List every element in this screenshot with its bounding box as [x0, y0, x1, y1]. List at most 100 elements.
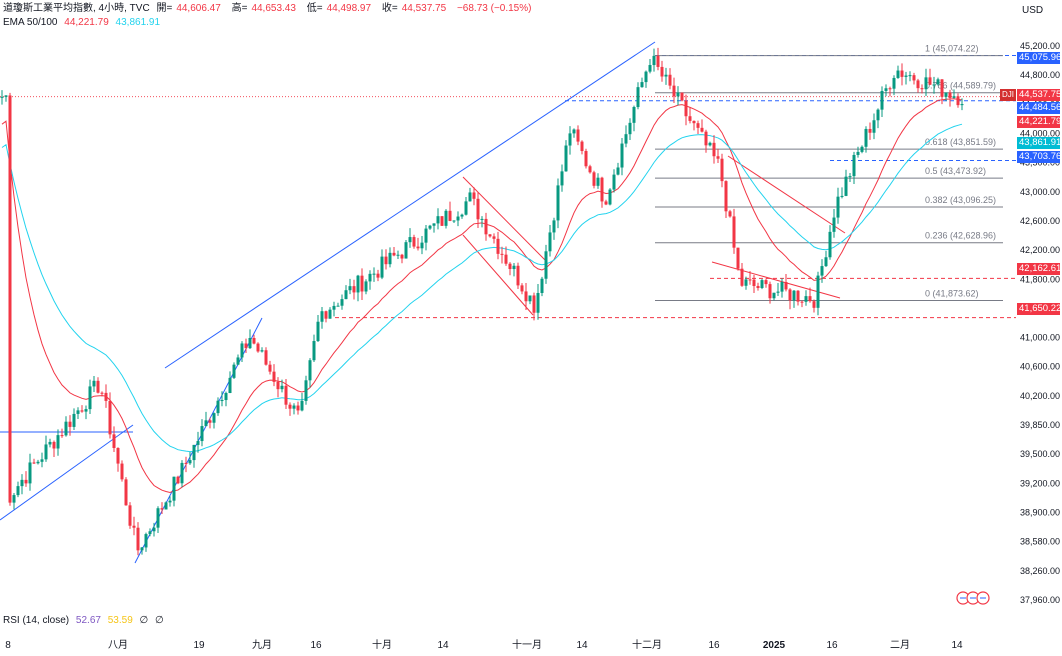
x-tick-label: 十月 [372, 638, 392, 651]
candle-body [644, 71, 648, 83]
change-value: −68.73 (−0.15%) [456, 3, 532, 14]
candle-body [612, 174, 616, 190]
x-tick-label: 2025 [763, 640, 786, 651]
candle-body [736, 247, 740, 269]
candle-body [92, 380, 96, 387]
candle-body [100, 392, 104, 394]
candle-body [88, 386, 92, 410]
candle-body [828, 231, 832, 258]
time-axis[interactable]: 8 八月 19 九月 16 十月 14 十一月 14 十二月 16 2025 16 二月 14 [5, 638, 963, 651]
candle-body [364, 281, 368, 292]
candle-body [416, 246, 420, 249]
candle-body [404, 242, 408, 259]
candle-body [792, 290, 796, 301]
fib-label: 0.382 (43,096.25) [925, 195, 996, 205]
candle-body [352, 286, 356, 293]
high-label: 高= [231, 3, 248, 14]
candle-body [96, 380, 100, 393]
fibonacci-retracement: 1 (45,074.22) 0.786 (44,589.79) 0.618 (43,… [655, 44, 1003, 302]
candle-body [296, 405, 300, 411]
candle-body [872, 120, 876, 133]
candle-body [360, 275, 364, 292]
candle-body [756, 286, 760, 288]
price-tag: 44,221.79 [1017, 116, 1062, 128]
candle-body [232, 364, 236, 378]
candle-body [300, 400, 304, 411]
candle-body [628, 122, 632, 135]
candle-body [884, 88, 888, 91]
candle-body [224, 392, 228, 401]
rsi-legend[interactable]: RSI (14, close) 52.67 53.59 ∅ ∅ [3, 615, 168, 627]
candle-body [0, 96, 4, 98]
candle-body [596, 177, 600, 186]
candle-body [392, 252, 396, 256]
rsi-extra-1: ∅ [139, 615, 149, 626]
candle-body [896, 70, 900, 78]
candle-body [196, 441, 200, 445]
candle-body [28, 462, 32, 484]
rsi-extra-2: ∅ [155, 615, 164, 626]
y-tick-label: 39,200.00 [1020, 478, 1060, 488]
candle-body [504, 254, 508, 264]
candle-body [672, 85, 676, 97]
candle-body [892, 77, 896, 89]
candle-body [80, 410, 84, 412]
candle-body [592, 172, 596, 186]
candle-body [924, 77, 928, 90]
ema100-line [1, 123, 963, 453]
candle-body [876, 109, 880, 121]
candle-body [776, 291, 780, 293]
candle-body [916, 80, 920, 89]
candle-body [192, 444, 196, 461]
candle-body [804, 296, 808, 302]
candle-body [568, 133, 572, 146]
candle-body [220, 400, 224, 402]
candle-body [636, 87, 640, 108]
y-tick-label: 45,200.00 [1020, 41, 1060, 51]
candle-body [912, 75, 916, 81]
candle-body [376, 273, 380, 278]
candle-body [768, 284, 772, 299]
horizontal-levels [0, 54, 1016, 319]
candle-body [488, 234, 492, 237]
fib-label: 0.5 (43,473.92) [925, 166, 986, 176]
x-tick-label: 八月 [108, 639, 128, 651]
rsi-label: RSI (14, close) [3, 615, 70, 626]
candle-body [412, 237, 416, 247]
price-tag: 42,162.61 [1017, 263, 1062, 275]
candle-body [200, 426, 204, 442]
candle-body [520, 285, 524, 292]
candle-body [204, 420, 208, 427]
y-tick-label: 39,500.00 [1020, 449, 1060, 459]
candle-body [60, 435, 64, 437]
x-tick-label: 16 [826, 640, 838, 651]
candle-body [780, 282, 784, 292]
candle-body [512, 265, 516, 270]
candle-body [44, 444, 48, 460]
ema-legend[interactable]: EMA 50/100 44,221.79 43,861.91 [3, 17, 164, 29]
candle-body [524, 291, 528, 302]
candle-body [132, 525, 136, 528]
trend-line [727, 155, 846, 234]
x-tick-label: 16 [708, 640, 720, 651]
candle-body [448, 210, 452, 221]
candle-body [564, 145, 568, 172]
candle-body [268, 364, 272, 372]
drawing-tool-icons[interactable] [956, 591, 990, 605]
candle-body [244, 343, 248, 349]
candle-body [864, 128, 868, 147]
open-value: 44,606.47 [176, 3, 221, 14]
candle-body [712, 142, 716, 157]
candle-body [56, 435, 60, 449]
candle-body [752, 279, 756, 287]
candle-body [16, 486, 20, 496]
candle-body [516, 265, 520, 286]
candle-body [748, 279, 752, 281]
candle-body [228, 377, 232, 393]
y-tick-label: 41,800.00 [1020, 274, 1060, 284]
price-tag: 45,075.96 [1017, 52, 1062, 64]
candle-body [532, 295, 536, 313]
ema100-value: 43,861.91 [115, 17, 161, 28]
candlesticks [0, 47, 964, 556]
